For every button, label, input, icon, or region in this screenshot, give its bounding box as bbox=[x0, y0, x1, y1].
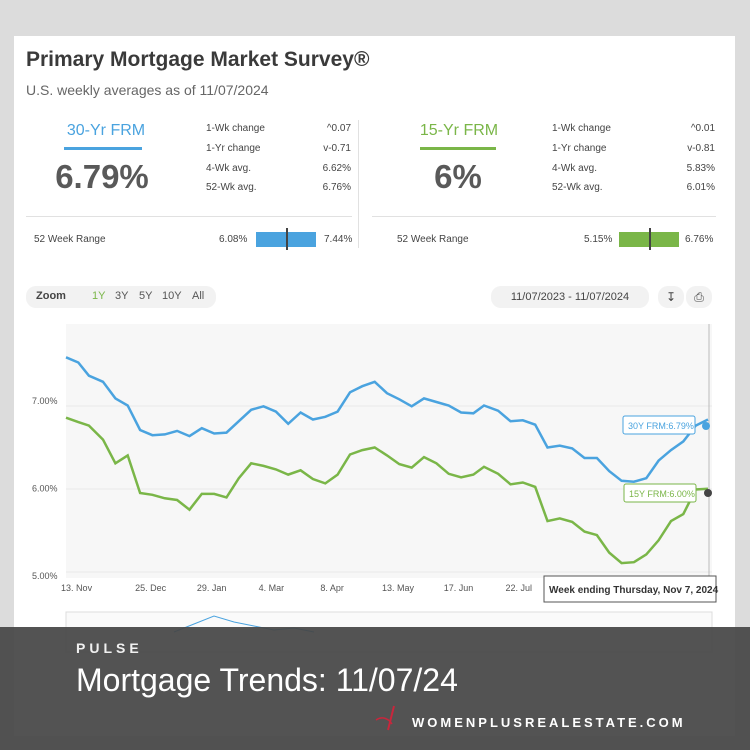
y-tick-label: 7.00% bbox=[32, 396, 58, 406]
print-icon[interactable]: ⎙ bbox=[686, 286, 712, 308]
end-label-15y: 15Y FRM:6.00% bbox=[629, 489, 695, 499]
brand-name: WOMENPLUSREALESTATE.COM bbox=[412, 715, 686, 730]
frm15-stat-value: v-0.81 bbox=[687, 143, 715, 154]
zoom-option-10y[interactable]: 10Y bbox=[162, 290, 182, 302]
frm15-range-high: 6.76% bbox=[685, 234, 714, 245]
zoom-option-1y[interactable]: 1Y bbox=[92, 290, 106, 302]
download-icon[interactable]: ↧ bbox=[658, 286, 684, 308]
frm15-stat-label: 1-Yr change bbox=[552, 143, 607, 154]
frm15-stat-value: 5.83% bbox=[686, 163, 715, 174]
y-tick-label: 5.00% bbox=[32, 571, 58, 581]
row-divider bbox=[372, 216, 716, 217]
x-tick-label: 17. Jun bbox=[444, 583, 474, 593]
series-line-30y bbox=[65, 356, 709, 483]
page-title: Primary Mortgage Market Survey® bbox=[26, 48, 370, 71]
end-label-30y: 30Y FRM:6.79% bbox=[628, 421, 694, 431]
x-tick-label: 13. Nov bbox=[61, 583, 93, 593]
frm30-range-low: 6.08% bbox=[219, 234, 248, 245]
frm30-rate: 6.79% bbox=[55, 158, 149, 195]
frm15-range-marker bbox=[649, 228, 651, 250]
plot-area bbox=[66, 324, 712, 578]
frm30-range-marker bbox=[286, 228, 288, 250]
frm30-stat-value: 6.62% bbox=[322, 163, 351, 174]
frm15-label: 15-Yr FRM bbox=[419, 122, 499, 139]
promo-banner bbox=[0, 627, 750, 750]
x-tick-label: 8. Apr bbox=[320, 583, 344, 593]
zoom-selector: Zoom 1Y 3Y 5Y 10Y All bbox=[26, 286, 216, 308]
frm30-label: 30-Yr FRM bbox=[66, 122, 146, 139]
end-point-30y bbox=[702, 422, 710, 430]
zoom-label: Zoom bbox=[36, 290, 66, 302]
zoom-option-5y[interactable]: 5Y bbox=[139, 290, 153, 302]
banner-kicker: PULSE bbox=[76, 640, 143, 656]
x-tick-label: 25. Dec bbox=[135, 583, 167, 593]
frm30-stat-label: 4-Wk avg. bbox=[206, 163, 252, 174]
x-tick-label: 29. Jan bbox=[197, 583, 227, 593]
column-divider bbox=[358, 120, 359, 248]
end-label-30y-box bbox=[622, 415, 696, 435]
mortgage-survey-card: Primary Mortgage Market Survey® U.S. wee… bbox=[14, 36, 735, 736]
frm30-stat-label: 1-Wk change bbox=[206, 123, 265, 134]
frm30-range-label: 52 Week Range bbox=[34, 234, 106, 245]
frm15-stat-label: 52-Wk avg. bbox=[552, 182, 603, 193]
banner-headline: Mortgage Trends: 11/07/24 bbox=[76, 662, 458, 698]
frm15-stat-label: 4-Wk avg. bbox=[552, 163, 598, 174]
frm30-stat-value: 6.76% bbox=[322, 182, 351, 193]
x-tick-label: 4. Mar bbox=[259, 583, 285, 593]
frm15-range-label: 52 Week Range bbox=[397, 234, 469, 245]
frm15-stat-value: 6.01% bbox=[686, 182, 715, 193]
frm30-stat-value: v-0.71 bbox=[323, 143, 351, 154]
frm30-range-high: 7.44% bbox=[324, 234, 353, 245]
page-subtitle: U.S. weekly averages as of 11/07/2024 bbox=[26, 82, 269, 98]
frm15-range-low: 5.15% bbox=[584, 234, 613, 245]
zoom-option-3y[interactable]: 3Y bbox=[115, 290, 129, 302]
frm30-stat-label: 1-Yr change bbox=[206, 143, 261, 154]
end-label-15y-box bbox=[623, 483, 697, 503]
zoom-option-all[interactable]: All bbox=[192, 290, 205, 302]
frm30-underline bbox=[64, 147, 142, 150]
frm15-rate: 6% bbox=[434, 158, 482, 195]
end-point-15y bbox=[704, 489, 712, 497]
series-line-15y bbox=[65, 416, 709, 565]
date-range-picker[interactable]: 11/07/2023 - 11/07/2024 bbox=[491, 286, 649, 308]
row-divider bbox=[26, 216, 352, 217]
tooltip-box bbox=[543, 575, 717, 603]
brand-mark-icon bbox=[375, 705, 395, 731]
frm30-stat-value: ^0.07 bbox=[326, 123, 351, 134]
frm15-stat-value: ^0.01 bbox=[690, 123, 715, 134]
x-tick-label: 13. May bbox=[382, 583, 415, 593]
tooltip-text: Week ending Thursday, Nov 7, 2024 bbox=[549, 585, 719, 596]
y-tick-label: 6.00% bbox=[32, 484, 58, 494]
x-tick-label: 22. Jul bbox=[506, 583, 533, 593]
frm30-stat-label: 52-Wk avg. bbox=[206, 182, 257, 193]
frm15-underline bbox=[420, 147, 496, 150]
frm15-stat-label: 1-Wk change bbox=[552, 123, 611, 134]
